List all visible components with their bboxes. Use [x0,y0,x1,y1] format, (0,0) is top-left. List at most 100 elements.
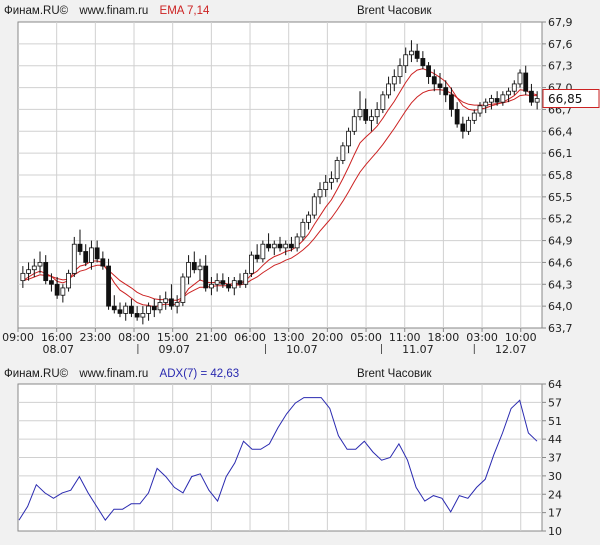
adx-y-tick-label: 17 [548,507,562,520]
candle-body [180,276,186,303]
adx-y-tick-label: 44 [548,433,562,446]
price-x-time-label: 15:00 [157,331,189,344]
candle-body [334,160,340,180]
price-y-tick-label: 65,2 [548,213,573,226]
candle-body [203,265,209,289]
candle-body [466,119,471,132]
candle-body [449,94,454,110]
last-price-label: 66,85 [548,92,582,106]
candle-body [31,265,37,271]
candle-body [174,302,180,307]
candle-body [117,309,123,314]
adx-y-tick-label: 57 [548,396,562,409]
candle-body [454,109,460,125]
price-x-time-label: 08:00 [118,331,150,344]
price-y-tick-label: 66,4 [548,125,573,138]
adx-y-tick-label: 64 [548,378,562,391]
price-x-time-label: 10:00 [505,331,537,344]
top-header: Финам.RU© www.finam.ru EMA 7,14 [4,5,209,17]
candle-body [414,50,420,59]
candle-body [500,94,506,103]
candle-body [437,83,443,88]
price-y-tick-label: 67,6 [548,38,573,51]
candle-body [226,283,231,289]
price-y-tick-label: 64,0 [548,300,573,313]
candle-body [517,72,523,85]
candle-body [494,98,500,103]
candle-body [283,243,289,249]
candle-body [129,305,134,314]
candle-body [37,262,43,267]
candle-body [300,221,306,238]
candle-body [266,243,271,249]
candle-body [106,265,111,307]
candle-body [66,272,71,289]
top-site-label: Финам.RU© [4,5,69,17]
candle-body [71,243,77,274]
candle-body [311,196,317,216]
top-instrument: Brent Часовик [357,5,432,17]
adx-panel: 64 57 51 44 37 30 24 17 10 [17,378,562,538]
adx-y-tick-label: 10 [548,525,562,538]
price-x-date-label: 09.07 [159,343,191,356]
candle-body [483,101,489,107]
candle-body [397,65,403,78]
candle-body [83,251,89,263]
candle-body [231,280,237,289]
bottom-header: Финам.RU© www.finam.ru ADX(7) = 42,63 [4,368,239,380]
candle-body [420,58,426,67]
candle-body [369,116,374,121]
adx-y-tick-label: 37 [548,452,562,465]
candle-body [380,94,386,110]
last-price-badge [542,89,600,108]
candle-body [460,123,466,132]
candle-body [54,283,60,296]
adx-y-tick-label: 51 [548,415,562,428]
candle-body [151,305,157,311]
candle-body [60,287,66,296]
candle-body [374,109,380,118]
price-x-date-label: 10.07 [286,343,318,356]
candle-body [357,109,363,118]
adx-y-tick-label: 30 [548,470,562,483]
candle-body [43,262,49,282]
price-y-tick-label: 67,9 [548,16,573,29]
price-y-tick-label: 67,3 [548,60,573,73]
price-x-date-label: 08.07 [43,343,75,356]
candle-body [523,72,529,92]
candle-body [271,243,277,249]
candle-body [77,243,83,252]
candle-body [134,313,140,318]
price-y-tick-label: 65,8 [548,169,573,182]
price-x-time-label: 13:00 [273,331,305,344]
candle-body [197,265,203,271]
candle-body [340,145,346,161]
bottom-indicator-label: ADX(7) = 42,63 [159,368,240,380]
candle-body [163,298,169,303]
top-indicator-label: EMA 7,14 [159,5,210,17]
candle-body [94,247,100,260]
price-y-tick-label: 64,9 [548,235,573,248]
candle-body [20,272,26,282]
candle-body [209,283,214,289]
price-x-time-label: 09:00 [2,331,34,344]
price-y-tick-label: 63,7 [548,322,573,335]
adx-y-tick-label: 24 [548,488,562,501]
candle-body [220,280,226,285]
candle-body [243,272,249,285]
candle-body [191,262,197,271]
candle-body [471,112,477,121]
candle-body [391,76,397,85]
top-url: www.finam.ru [79,5,149,17]
price-x-date-label: 11.07 [402,343,434,356]
bottom-site-label: Финам.RU© [4,368,69,380]
candle-body [506,90,511,96]
candle-body [237,280,243,285]
price-y-tick-label: 64,3 [548,278,573,291]
candle-body [323,181,329,190]
candle-body [26,269,31,274]
price-y-tick-label: 64,6 [548,256,573,269]
candle-body [386,83,391,96]
candle-body [489,98,494,103]
